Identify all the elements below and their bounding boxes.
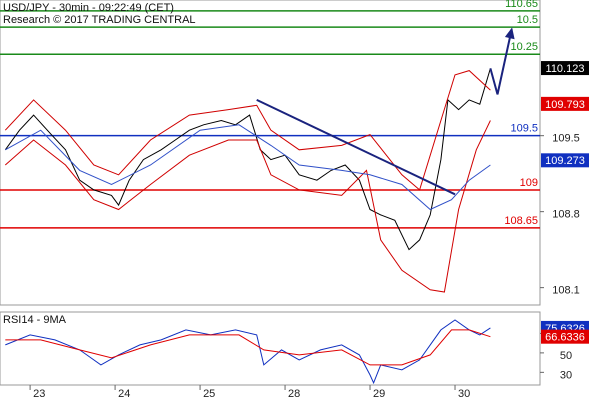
level-label: 10.5 <box>517 14 538 26</box>
x-tick-label: 25 <box>203 388 215 400</box>
series-line <box>5 319 491 385</box>
x-tick-label: 30 <box>458 388 470 400</box>
y-tick-label: 50 <box>560 350 572 362</box>
level-label: 108.65 <box>504 215 538 227</box>
level-label: 10.25 <box>510 41 538 53</box>
last-value-box <box>541 61 589 76</box>
series-line <box>4 68 491 251</box>
last-value-label: 110.123 <box>546 63 585 75</box>
last-value-box <box>541 96 589 111</box>
last-value-label: 109.793 <box>545 99 585 111</box>
series-line <box>4 120 491 293</box>
last-value-label: 66.6336 <box>545 332 585 344</box>
y-tick-label: 109.5 <box>552 133 580 145</box>
level-label: 109 <box>520 177 538 189</box>
level-label: 109.5 <box>510 123 538 135</box>
y-tick-label: 30 <box>560 369 572 381</box>
chart-subtitle: Research © 2017 TRADING CENTRAL <box>3 14 196 26</box>
x-tick-label: 23 <box>33 388 45 400</box>
rsi-panel <box>0 311 541 386</box>
series-line <box>4 70 491 191</box>
series-line <box>5 329 491 366</box>
arrow-head <box>504 27 515 40</box>
x-tick-label: 24 <box>118 388 130 400</box>
level-label: 110.65 <box>505 0 538 10</box>
y-tick-label: 108.1 <box>552 285 580 297</box>
arrow-line <box>489 29 513 95</box>
last-value-label: 109.273 <box>545 155 585 167</box>
x-tick-label: 28 <box>288 388 300 400</box>
last-value-box <box>541 153 589 168</box>
series-line <box>5 124 491 211</box>
y-tick-label: 108.8 <box>552 209 580 221</box>
last-value-box <box>541 329 589 344</box>
chart-title: USD/JPY - 30min - 09:22:49 (CET) <box>3 2 174 14</box>
price-panel <box>0 0 541 306</box>
trend-line <box>256 98 456 196</box>
x-tick-label: 29 <box>373 388 385 400</box>
chart-title: RSI14 - 9MA <box>3 314 67 326</box>
